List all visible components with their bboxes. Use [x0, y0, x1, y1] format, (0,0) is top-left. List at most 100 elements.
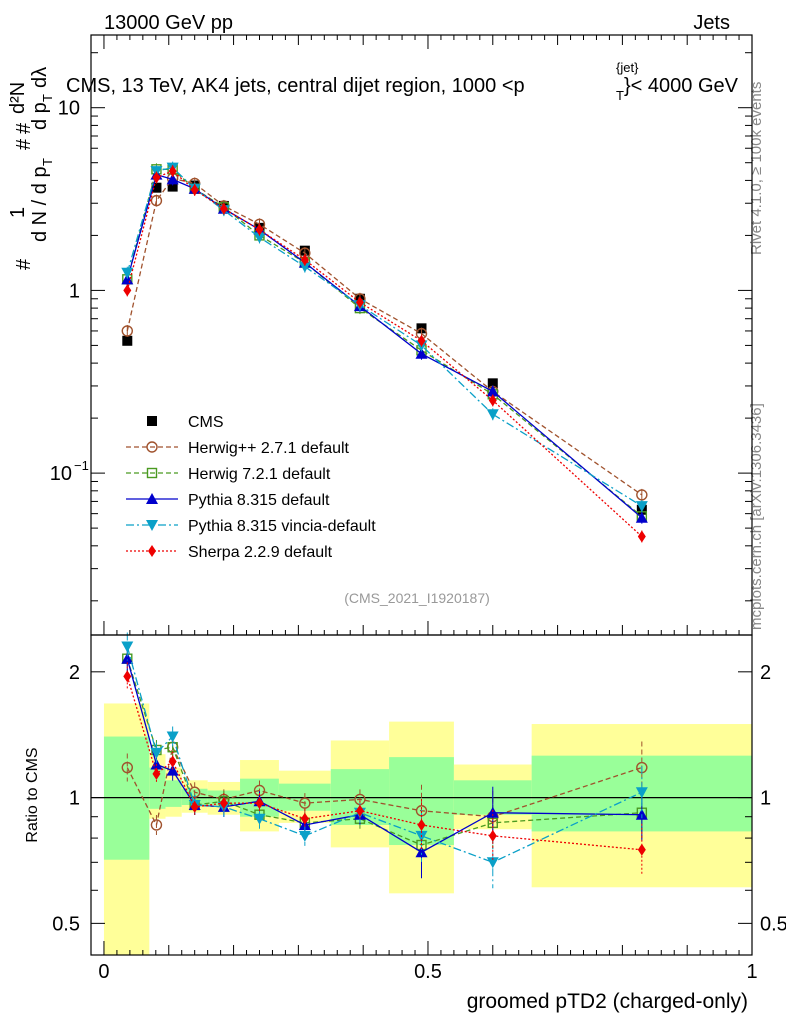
legend-entry-herwig-7-2-1-default: Herwig 7.2.1 default	[126, 466, 331, 483]
legend-label: CMS	[188, 414, 224, 431]
main-point-sherpa-2-2-9-default-2	[168, 165, 177, 178]
ratio-point-sherpa-2-2-9-default-10	[637, 843, 646, 856]
ylabel-dn-dpt: d N / d p	[29, 166, 51, 242]
main-point-cms-1	[151, 182, 162, 193]
ratio-ytick-label-right-2: 0.5	[760, 913, 786, 935]
ratio-point-sherpa-2-2-9-default-5	[255, 797, 264, 810]
xtick-label-0: 0	[98, 961, 109, 983]
ylabel-dpt: d p	[29, 102, 51, 130]
ratio-ytick-label-left-0: 2	[69, 662, 80, 684]
legend-label: Pythia 8.315 default	[188, 492, 330, 509]
legend-marker	[146, 441, 158, 453]
legend-marker	[148, 545, 156, 557]
title-sub: T	[616, 88, 624, 103]
ratio-point-sherpa-2-2-9-default-8	[417, 818, 426, 831]
main-point-cms-9	[487, 378, 498, 389]
main-title: CMS, 13 TeV, AK4 jets, central dijet reg…	[66, 60, 739, 103]
legend-entry-cms: CMS	[147, 414, 224, 431]
main-point-sherpa-2-2-9-default-3	[190, 183, 199, 196]
ratio-point-pythia-8-315-vincia-default-1	[150, 747, 163, 759]
legend-marker	[146, 520, 158, 531]
ratio-point-pythia-8-315-vincia-default-9	[486, 857, 499, 869]
ratio-point-pythia-8-315-default-8	[415, 846, 428, 858]
main-point-cms-0	[122, 335, 133, 346]
main-point-sherpa-2-2-9-default-9	[488, 394, 497, 407]
main-point-pythia-8-315-vincia-default-10	[635, 501, 648, 513]
ratio-point-herwig-2-7-1-default-6	[299, 797, 311, 809]
ratio-point-pythia-8-315-vincia-default-5	[253, 813, 266, 825]
title-pre: CMS, 13 TeV, AK4 jets, central dijet reg…	[66, 75, 525, 97]
ylabel-dl: dλ	[29, 67, 51, 88]
ratio-point-pythia-8-315-default-2	[166, 764, 179, 776]
legend-entry-sherpa-2-2-9-default: Sherpa 2.2.9 default	[126, 544, 333, 561]
main-point-sherpa-2-2-9-default-1	[152, 171, 161, 184]
main-line-herwig-7-2-1-default	[126, 168, 643, 517]
legend-label: Herwig++ 2.7.1 default	[188, 440, 350, 457]
main-point-pythia-8-315-vincia-default-0	[121, 267, 134, 279]
legend-marker	[147, 416, 157, 426]
ratio-point-sherpa-2-2-9-default-2	[168, 755, 177, 768]
main-line-pythia-8-315-vincia-default	[126, 166, 643, 507]
ratio-point-pythia-8-315-default-0	[121, 652, 134, 664]
main-point-pythia-8-315-default-8	[415, 347, 428, 359]
legend-entry-pythia-8-315-default: Pythia 8.315 default	[126, 492, 330, 509]
legend-marker	[146, 467, 158, 479]
ylabel-hash-3: #	[13, 122, 35, 134]
ratio-point-pythia-8-315-vincia-default-0	[121, 641, 134, 653]
legend-entry-pythia-8-315-vincia-default: Pythia 8.315 vincia-default	[126, 518, 376, 535]
ratio-ytick-label-right-0: 2	[760, 662, 771, 684]
x-axis-label: groomed pTD2 (charged-only)	[467, 990, 748, 1013]
ratio-line-pythia-8-315-vincia-default	[126, 646, 643, 864]
main-point-sherpa-2-2-9-default-4	[219, 202, 228, 215]
ylabel-sub-t: T	[40, 158, 55, 166]
header-left: 13000 GeV pp	[104, 12, 233, 34]
ratio-point-pythia-8-315-vincia-default-2	[166, 731, 179, 743]
main-point-herwig-2-7-1-default-0	[121, 325, 133, 337]
main-ylabel: # 1 d N / d p T # d²N # d p T dλ	[7, 67, 55, 270]
main-point-herwig-2-7-1-default-10	[636, 489, 648, 501]
legend-label: Herwig 7.2.1 default	[188, 466, 331, 483]
mcplots-label: mcplots.cern.ch [arXiv:1306.3436]	[748, 403, 765, 630]
ylabel-hash-1: #	[13, 258, 35, 270]
main-point-sherpa-2-2-9-default-0	[123, 284, 132, 297]
ratio-ylabel: Ratio to CMS	[24, 747, 41, 842]
xtick-label-1: 0.5	[414, 961, 442, 983]
ratio-point-herwig-2-7-1-default-1	[150, 819, 163, 831]
ratio-point-pythia-8-315-vincia-default-6	[298, 830, 311, 842]
ylabel-hash-2: #	[13, 138, 35, 150]
legend-marker	[146, 493, 158, 504]
ratio-point-sherpa-2-2-9-default-3	[190, 800, 199, 813]
legend-label: Sherpa 2.2.9 default	[188, 544, 333, 561]
main-point-pythia-8-315-default-10	[635, 511, 648, 523]
main-point-sherpa-2-2-9-default-7	[355, 296, 364, 309]
ratio-ytick-label-left-2: 0.5	[52, 913, 80, 935]
analysis-watermark: (CMS_2021_I1920187)	[344, 590, 490, 606]
ratio-ytick-label-right-1: 1	[760, 788, 771, 810]
ratio-point-pythia-8-315-default-10	[635, 808, 648, 820]
ylabel-sub-t2: T	[40, 94, 55, 102]
ratio-point-sherpa-2-2-9-default-4	[219, 797, 228, 810]
header-right: Jets	[693, 12, 730, 34]
ylabel-one: 1	[7, 207, 29, 218]
main-point-sherpa-2-2-9-default-6	[300, 253, 309, 266]
ratio-frame	[90, 634, 753, 956]
main-point-pythia-8-315-default-0	[121, 273, 134, 285]
xtick-label-2: 1	[746, 961, 757, 983]
ylabel-d2n: d²N	[7, 82, 29, 114]
main-line-sherpa-2-2-9-default	[126, 170, 643, 537]
main-point-pythia-8-315-default-9	[486, 385, 499, 397]
main-point-sherpa-2-2-9-default-5	[255, 223, 264, 236]
main-point-herwig-2-7-1-default-1	[150, 194, 163, 207]
ratio-point-sherpa-2-2-9-default-1	[152, 767, 161, 780]
ratio-ytick-label-left-1: 1	[69, 788, 80, 810]
main-ytick-label-1: 1	[69, 280, 80, 302]
ratio-point-sherpa-2-2-9-default-7	[355, 804, 364, 817]
ratio-point-sherpa-2-2-9-default-6	[300, 812, 309, 825]
ratio-point-sherpa-2-2-9-default-9	[488, 829, 497, 842]
main-ytick-label-2: 10	[50, 463, 72, 485]
main-ytick-sup-2: −1	[74, 458, 89, 473]
main-point-pythia-8-315-vincia-default-5	[253, 232, 266, 244]
main-point-sherpa-2-2-9-default-10	[637, 530, 646, 543]
main-point-pythia-8-315-default-2	[166, 173, 179, 185]
